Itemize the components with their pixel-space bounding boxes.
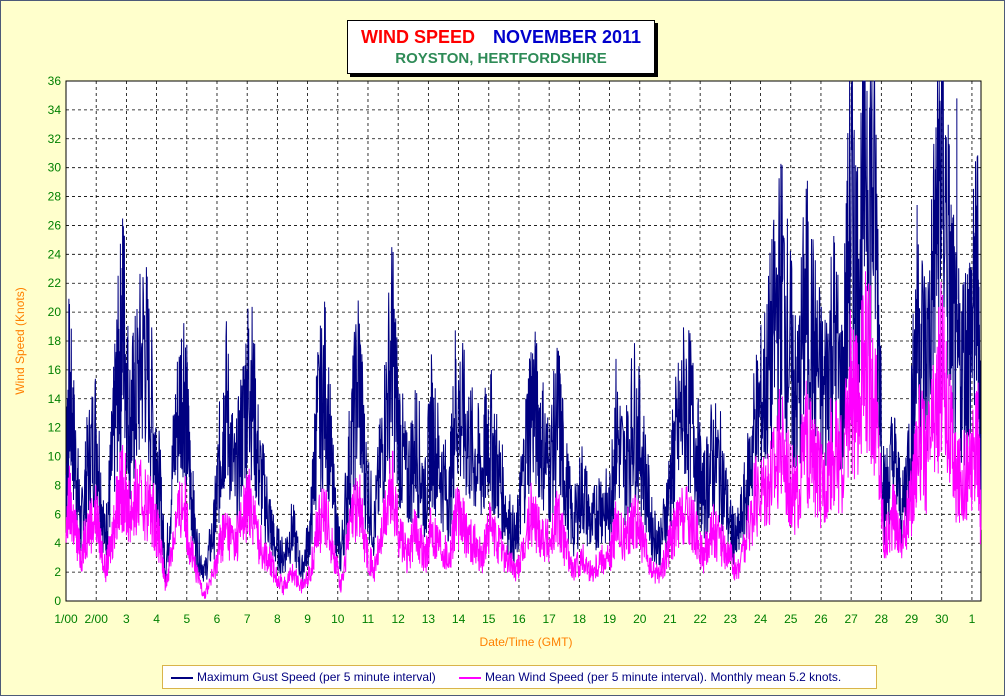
y-tick-label: 32 — [48, 132, 62, 146]
y-tick-label: 8 — [54, 478, 61, 492]
data-series — [65, 80, 982, 599]
x-tick-label: 9 — [304, 612, 311, 626]
y-tick-label: 28 — [48, 190, 62, 204]
y-tick-label: 22 — [48, 276, 62, 290]
y-tick-label: 10 — [48, 450, 62, 464]
x-tick-label: 27 — [844, 612, 858, 626]
y-tick-label: 16 — [48, 363, 62, 377]
x-tick-label: 24 — [754, 612, 768, 626]
x-tick-label: 14 — [452, 612, 466, 626]
y-tick-label: 6 — [54, 507, 61, 521]
legend-label-gust: Maximum Gust Speed (per 5 minute interva… — [197, 670, 436, 684]
y-tick-label: 36 — [48, 74, 62, 88]
x-tick-label: 4 — [153, 612, 160, 626]
y-tick-label: 18 — [48, 334, 62, 348]
x-tick-label: 5 — [183, 612, 190, 626]
x-tick-label: 28 — [875, 612, 889, 626]
x-tick-label: 1/00 — [54, 612, 78, 626]
chart-title: WIND SPEED NOVEMBER 2011 — [348, 27, 654, 48]
x-tick-label: 2/00 — [85, 612, 109, 626]
x-tick-label: 3 — [123, 612, 130, 626]
x-tick-label: 19 — [603, 612, 617, 626]
series-line-gust — [65, 80, 982, 584]
x-tick-label: 13 — [422, 612, 436, 626]
x-tick-label: 8 — [274, 612, 281, 626]
legend-swatch-mean — [459, 676, 481, 679]
series-line-mean — [65, 271, 982, 599]
x-tick-label: 22 — [693, 612, 707, 626]
x-tick-label: 20 — [633, 612, 647, 626]
title-month: NOVEMBER 2011 — [492, 27, 642, 47]
y-tick-label: 0 — [54, 594, 61, 608]
y-tick-label: 30 — [48, 161, 62, 175]
legend-swatch-gust — [171, 676, 193, 679]
x-axis-ticks: 1/00 2/00 3 4 5 6 7 8 9 10 11 12 13 14 15 16 17 18 19 20 21 2… — [54, 612, 975, 626]
legend: Maximum Gust Speed (per 5 minute interva… — [162, 665, 877, 689]
x-tick-label: 15 — [482, 612, 496, 626]
x-tick-label: 23 — [724, 612, 738, 626]
chart-title-box: WIND SPEED NOVEMBER 2011 ROYSTON, HERTFOR… — [347, 20, 655, 74]
y-tick-label: 12 — [48, 421, 62, 435]
x-tick-label: 6 — [214, 612, 221, 626]
chart-subtitle: ROYSTON, HERTFORDSHIRE — [395, 50, 607, 67]
x-tick-label: 7 — [244, 612, 251, 626]
x-tick-label: 17 — [542, 612, 556, 626]
legend-label-mean: Mean Wind Speed (per 5 minute interval).… — [485, 670, 842, 684]
x-tick-label: 16 — [512, 612, 526, 626]
y-tick-label: 14 — [48, 392, 62, 406]
x-tick-label: 21 — [663, 612, 677, 626]
y-axis-label: Wind Speed (Knots) — [13, 287, 27, 394]
x-tick-label: 12 — [391, 612, 405, 626]
x-tick-label: 29 — [905, 612, 919, 626]
legend-item-mean: Mean Wind Speed (per 5 minute interval).… — [459, 670, 841, 684]
y-tick-label: 26 — [48, 218, 62, 232]
y-tick-label: 4 — [54, 536, 61, 550]
x-tick-label: 1 — [969, 612, 976, 626]
x-tick-label: 11 — [362, 612, 375, 626]
y-tick-label: 24 — [48, 247, 62, 261]
y-tick-label: 2 — [54, 565, 61, 579]
title-wind-speed: WIND SPEED — [360, 27, 475, 47]
legend-item-gust: Maximum Gust Speed (per 5 minute interva… — [171, 670, 436, 684]
x-axis-label: Date/Time (GMT) — [480, 635, 573, 649]
y-tick-label: 34 — [48, 103, 62, 117]
x-tick-label: 25 — [784, 612, 798, 626]
x-tick-label: 26 — [814, 612, 828, 626]
x-tick-label: 18 — [573, 612, 587, 626]
x-tick-label: 10 — [331, 612, 345, 626]
y-tick-label: 20 — [48, 305, 62, 319]
x-tick-label: 30 — [935, 612, 949, 626]
